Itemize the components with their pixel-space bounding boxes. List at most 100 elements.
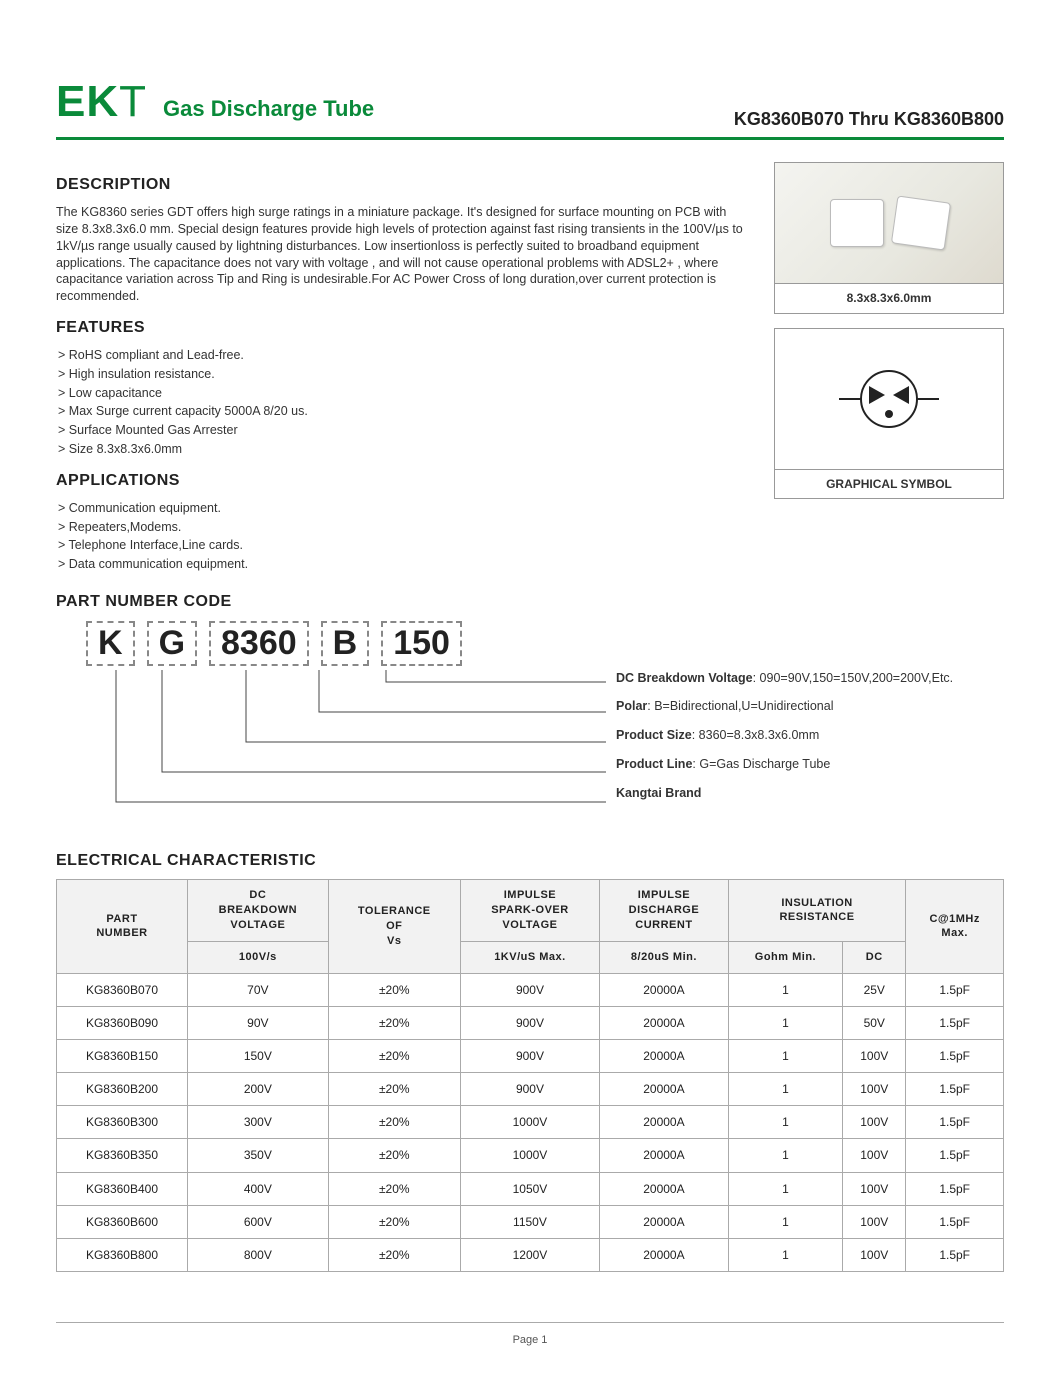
pnc-labels: DC Breakdown Voltage: 090=90V,150=150V,2… (616, 658, 1016, 814)
applications-list: Communication equipment.Repeaters,Modems… (56, 500, 748, 574)
table-cell: ±20% (328, 1039, 460, 1072)
table-cell: 25V (843, 973, 906, 1006)
table-header-cell: DCBREAKDOWNVOLTAGE (187, 880, 328, 942)
table-cell: 100V (843, 1205, 906, 1238)
table-cell: 1 (728, 1205, 842, 1238)
table-subheader-cell: 8/20uS Min. (600, 941, 729, 973)
list-item: Repeaters,Modems. (58, 519, 748, 536)
table-header-cell: PARTNUMBER (57, 880, 188, 973)
symbol-caption: GRAPHICAL SYMBOL (775, 469, 1003, 498)
table-cell: 1 (728, 1073, 842, 1106)
table-cell: ±20% (328, 1006, 460, 1039)
table-cell: 1200V (460, 1239, 599, 1272)
table-cell: KG8360B200 (57, 1073, 188, 1106)
logo: EKT (56, 72, 147, 131)
table-cell: ±20% (328, 1139, 460, 1172)
list-item: Surface Mounted Gas Arrester (58, 422, 748, 439)
table-cell: ±20% (328, 1239, 460, 1272)
pnc-segment: K (86, 621, 135, 666)
table-cell: 100V (843, 1073, 906, 1106)
table-cell: KG8360B070 (57, 973, 188, 1006)
symbol-box: GRAPHICAL SYMBOL (774, 328, 1004, 499)
table-cell: 20000A (600, 1006, 729, 1039)
pnc-label: Polar: B=Bidirectional,U=Unidirectional (616, 698, 1016, 715)
table-cell: 20000A (600, 1205, 729, 1238)
list-item: High insulation resistance. (58, 366, 748, 383)
table-row: KG8360B800800V±20%1200V20000A1100V1.5pF (57, 1239, 1004, 1272)
table-cell: 800V (187, 1239, 328, 1272)
table-row: KG8360B350350V±20%1000V20000A1100V1.5pF (57, 1139, 1004, 1172)
table-cell: 350V (187, 1139, 328, 1172)
table-header-cell: C@1MHzMax. (906, 880, 1004, 973)
table-row: KG8360B300300V±20%1000V20000A1100V1.5pF (57, 1106, 1004, 1139)
table-cell: KG8360B150 (57, 1039, 188, 1072)
table-cell: 1000V (460, 1106, 599, 1139)
list-item: Max Surge current capacity 5000A 8/20 us… (58, 403, 748, 420)
table-cell: 1 (728, 1139, 842, 1172)
logo-right: T (119, 77, 147, 126)
table-header-cell: INSULATIONRESISTANCE (728, 880, 906, 942)
table-cell: 20000A (600, 1073, 729, 1106)
description-text: The KG8360 series GDT offers high surge … (56, 204, 748, 305)
section-title-ec: ELECTRICAL CHARACTERISTIC (56, 850, 1004, 872)
table-cell: 100V (843, 1039, 906, 1072)
table-cell: 1.5pF (906, 1006, 1004, 1039)
table-cell: 20000A (600, 1139, 729, 1172)
table-row: KG8360B400400V±20%1050V20000A1100V1.5pF (57, 1172, 1004, 1205)
table-cell: 100V (843, 1239, 906, 1272)
section-title-pnc: PART NUMBER CODE (56, 591, 1004, 613)
table-cell: 100V (843, 1106, 906, 1139)
page-footer: Page 1 (56, 1322, 1004, 1348)
table-row: KG8360B09090V±20%900V20000A150V1.5pF (57, 1006, 1004, 1039)
pnc-label: Kangtai Brand (616, 785, 1016, 802)
table-cell: 1000V (460, 1139, 599, 1172)
table-row: KG8360B07070V±20%900V20000A125V1.5pF (57, 973, 1004, 1006)
table-body: KG8360B07070V±20%900V20000A125V1.5pFKG83… (57, 973, 1004, 1272)
section-title-description: DESCRIPTION (56, 174, 748, 196)
list-item: RoHS compliant and Lead-free. (58, 347, 748, 364)
table-cell: 70V (187, 973, 328, 1006)
table-cell: 1 (728, 1239, 842, 1272)
section-title-features: FEATURES (56, 317, 748, 339)
table-cell: KG8360B090 (57, 1006, 188, 1039)
table-cell: 1 (728, 973, 842, 1006)
product-image-box: 8.3x8.3x6.0mm (774, 162, 1004, 313)
product-image (775, 163, 1003, 283)
list-item: Data communication equipment. (58, 556, 748, 573)
table-cell: ±20% (328, 973, 460, 1006)
table-row: KG8360B200200V±20%900V20000A1100V1.5pF (57, 1073, 1004, 1106)
table-cell: 1.5pF (906, 973, 1004, 1006)
product-type: Gas Discharge Tube (163, 94, 374, 124)
pnc-diagram: DC Breakdown Voltage: 090=90V,150=150V,2… (86, 670, 1004, 830)
table-cell: 200V (187, 1073, 328, 1106)
table-cell: 900V (460, 1039, 599, 1072)
table-cell: 1.5pF (906, 1205, 1004, 1238)
section-title-applications: APPLICATIONS (56, 470, 748, 492)
table-header-row: PARTNUMBERDCBREAKDOWNVOLTAGETOLERANCEOFV… (57, 880, 1004, 942)
table-row: KG8360B150150V±20%900V20000A1100V1.5pF (57, 1039, 1004, 1072)
logo-block: EKT Gas Discharge Tube (56, 72, 374, 131)
table-header-cell: TOLERANCEOFVs (328, 880, 460, 973)
table-cell: 90V (187, 1006, 328, 1039)
table-cell: 20000A (600, 1239, 729, 1272)
pnc-label: Product Size: 8360=8.3x8.3x6.0mm (616, 727, 1016, 744)
pnc-segment: 8360 (209, 621, 309, 666)
list-item: Size 8.3x8.3x6.0mm (58, 441, 748, 458)
table-cell: 20000A (600, 1172, 729, 1205)
table-cell: 20000A (600, 1106, 729, 1139)
table-cell: ±20% (328, 1106, 460, 1139)
table-cell: KG8360B800 (57, 1239, 188, 1272)
table-cell: 1 (728, 1106, 842, 1139)
chip-render-2 (891, 196, 951, 251)
table-cell: 1.5pF (906, 1172, 1004, 1205)
table-cell: 900V (460, 1006, 599, 1039)
pnc-segment: B (321, 621, 370, 666)
page-header: EKT Gas Discharge Tube KG8360B070 Thru K… (56, 72, 1004, 140)
table-cell: 50V (843, 1006, 906, 1039)
table-subheader-row: 100V/s1KV/uS Max.8/20uS Min.Gohm Min.DC (57, 941, 1004, 973)
table-cell: 900V (460, 1073, 599, 1106)
image-caption: 8.3x8.3x6.0mm (775, 283, 1003, 312)
table-cell: 1.5pF (906, 1106, 1004, 1139)
logo-left: EK (56, 77, 119, 126)
table-cell: ±20% (328, 1205, 460, 1238)
